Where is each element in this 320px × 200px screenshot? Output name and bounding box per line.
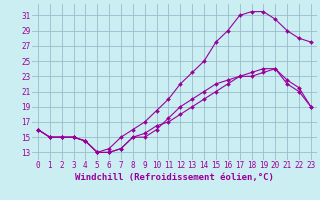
X-axis label: Windchill (Refroidissement éolien,°C): Windchill (Refroidissement éolien,°C) xyxy=(75,173,274,182)
